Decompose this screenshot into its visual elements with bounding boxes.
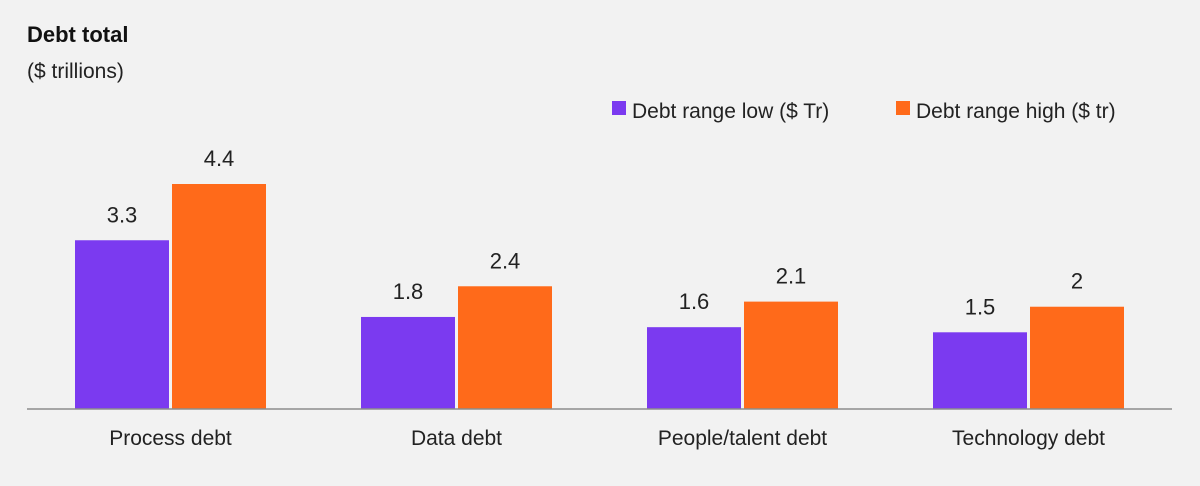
bar-low-2: [647, 327, 741, 409]
chart-subtitle: ($ trillions): [27, 60, 124, 83]
value-label-high-0: 4.4: [204, 146, 235, 171]
value-label-high-2: 2.1: [776, 264, 807, 289]
value-label-low-3: 1.5: [965, 294, 996, 319]
category-label-1: Data debt: [411, 427, 502, 450]
category-label-0: Process debt: [109, 427, 232, 450]
legend-label-low: Debt range low ($ Tr): [632, 100, 829, 123]
value-label-low-1: 1.8: [393, 279, 424, 304]
value-label-high-1: 2.4: [490, 248, 521, 273]
legend: Debt range low ($ Tr) Debt range high ($…: [612, 100, 1116, 123]
bar-series-group: [75, 184, 1124, 409]
legend-swatch-high: [896, 101, 910, 115]
bar-low-0: [75, 240, 169, 409]
category-label-3: Technology debt: [952, 427, 1105, 450]
category-label-2: People/talent debt: [658, 427, 827, 450]
bar-high-2: [744, 301, 838, 409]
value-label-high-3: 2: [1071, 269, 1083, 294]
bar-high-0: [172, 184, 266, 409]
legend-label-high: Debt range high ($ tr): [916, 100, 1116, 123]
legend-swatch-low: [612, 101, 626, 115]
category-labels-group: Process debt Data debt People/talent debt T…: [109, 427, 1105, 450]
chart-title: Debt total: [27, 22, 128, 47]
bar-low-3: [933, 332, 1027, 409]
value-label-low-0: 3.3: [107, 202, 138, 227]
bar-high-1: [458, 286, 552, 409]
bar-low-1: [361, 316, 455, 409]
bar-high-3: [1030, 306, 1124, 409]
value-labels-group: 3.3 4.4 1.8 2.4 1.6 2.1 1.5 2: [107, 146, 1083, 319]
value-label-low-2: 1.6: [679, 289, 710, 314]
